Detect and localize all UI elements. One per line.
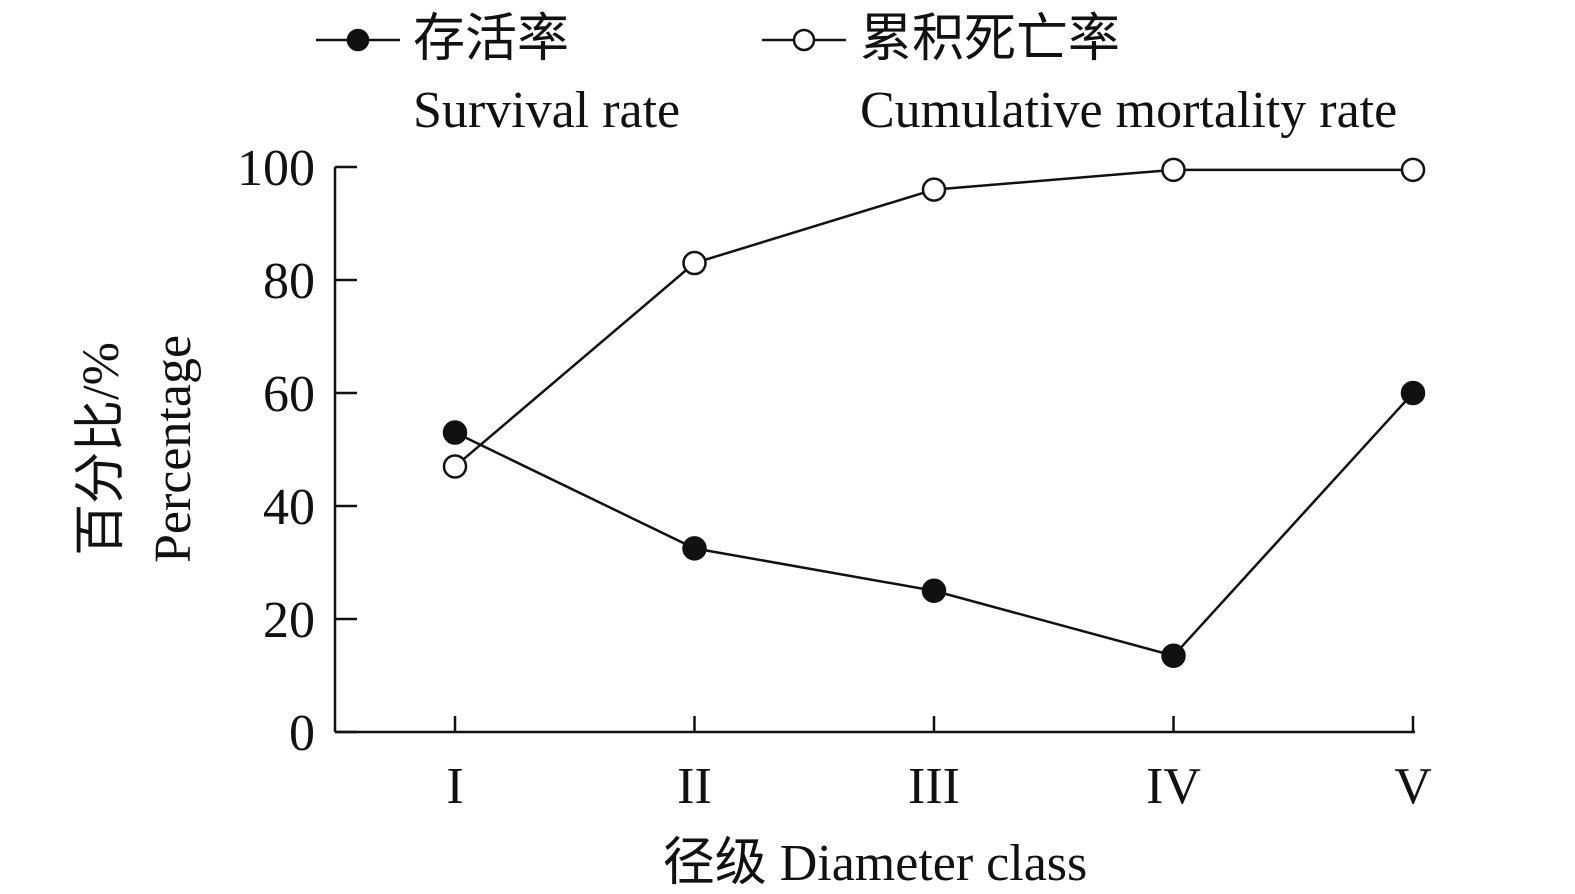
legend-label-survival-rate-cn: 存活率 bbox=[413, 11, 569, 68]
series-line bbox=[454, 168, 1413, 468]
legend-item-cumulative-mortality-rate: 累积死亡率 Cumulative mortality rate bbox=[762, 11, 1397, 139]
x-tick-label: IV bbox=[1146, 758, 1201, 815]
x-tick-label: II bbox=[677, 758, 712, 815]
data-point bbox=[1400, 157, 1426, 183]
data-point bbox=[682, 536, 707, 561]
y-tick-label: 100 bbox=[237, 140, 315, 197]
series-cumulative-mortality-rate bbox=[442, 157, 1426, 479]
data-point bbox=[1161, 157, 1186, 183]
data-point bbox=[682, 250, 707, 276]
legend-marker-survival-rate bbox=[346, 28, 370, 52]
y-tick-label: 0 bbox=[289, 705, 315, 762]
x-tick-label: I bbox=[446, 758, 463, 815]
x-axis-ticks: I II III IV V bbox=[446, 716, 1432, 815]
x-tick-label: V bbox=[1394, 758, 1432, 815]
y-axis-label-en: Percentage bbox=[145, 335, 202, 563]
data-point bbox=[921, 177, 947, 202]
data-point bbox=[1161, 643, 1186, 668]
data-point bbox=[1400, 380, 1426, 406]
data-point bbox=[442, 420, 468, 445]
y-tick-label: 80 bbox=[263, 253, 315, 310]
legend-item-survival-rate: 存活率 Survival rate bbox=[316, 11, 680, 139]
data-point bbox=[442, 454, 468, 479]
y-axis-label-cn: 百分比/% bbox=[73, 342, 130, 556]
legend-marker-cumulative-mortality-rate bbox=[792, 28, 816, 52]
data-point bbox=[921, 578, 947, 603]
y-tick-label: 60 bbox=[263, 366, 315, 423]
legend-label-cumulative-mortality-rate-en: Cumulative mortality rate bbox=[860, 82, 1397, 139]
y-axis-ticks: 0 20 40 60 80 100 bbox=[237, 140, 357, 762]
y-tick-label: 20 bbox=[263, 592, 315, 649]
series-line bbox=[454, 392, 1414, 658]
legend-label-survival-rate-en: Survival rate bbox=[413, 82, 680, 139]
x-axis-label: 径级 Diameter class bbox=[663, 835, 1088, 892]
x-tick-label: III bbox=[908, 758, 960, 815]
legend-label-cumulative-mortality-rate-cn: 累积死亡率 bbox=[860, 11, 1120, 68]
y-tick-label: 40 bbox=[263, 479, 315, 536]
series-survival-rate bbox=[442, 380, 1426, 668]
series-layer bbox=[442, 157, 1426, 668]
legend: 存活率 Survival rate 累积死亡率 Cumulative morta… bbox=[316, 11, 1397, 139]
